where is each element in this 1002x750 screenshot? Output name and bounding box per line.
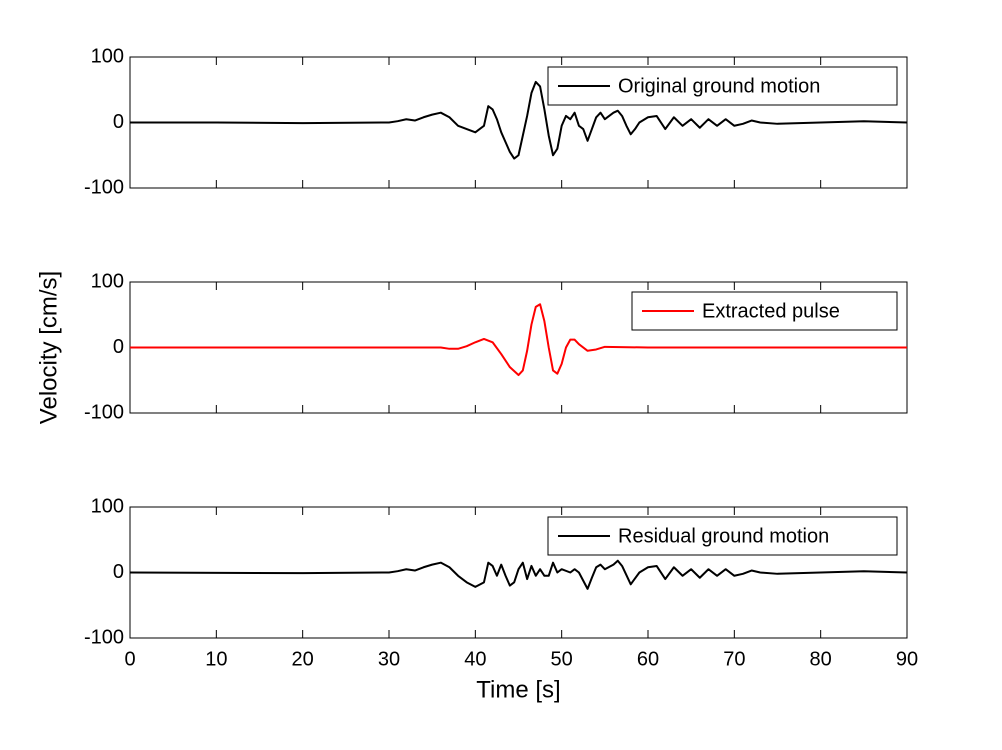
y-tick-label: 100 [91,270,124,292]
x-tick-label: 0 [124,648,135,670]
legend-label: Original ground motion [618,75,820,97]
x-tick-label: 30 [378,648,400,670]
y-tick-label: 0 [113,111,124,133]
legend-label: Residual ground motion [618,525,829,547]
line [130,303,907,377]
x-axis-label: Time [s] [476,676,560,703]
x-tick-label: 90 [896,648,918,670]
y-tick-label: 100 [91,495,124,517]
line [129,559,908,590]
y-tick-label: -100 [84,401,124,423]
y-tick-label: 100 [91,45,124,67]
x-tick-label: 80 [810,648,832,670]
y-tick-label: -100 [84,176,124,198]
y-tick-label: -100 [84,626,124,648]
y-axis-label: Velocity [cm/s] [35,271,62,424]
x-tick-label: 10 [205,648,227,670]
y-tick-label: 0 [113,561,124,583]
x-tick-label: 20 [292,648,314,670]
x-tick-label: 70 [723,648,745,670]
x-tick-label: 50 [551,648,573,670]
x-tick-label: 40 [464,648,486,670]
line [130,80,908,160]
legend-label: Extracted pulse [702,300,840,322]
x-tick-label: 60 [637,648,659,670]
y-tick-label: 0 [113,336,124,358]
